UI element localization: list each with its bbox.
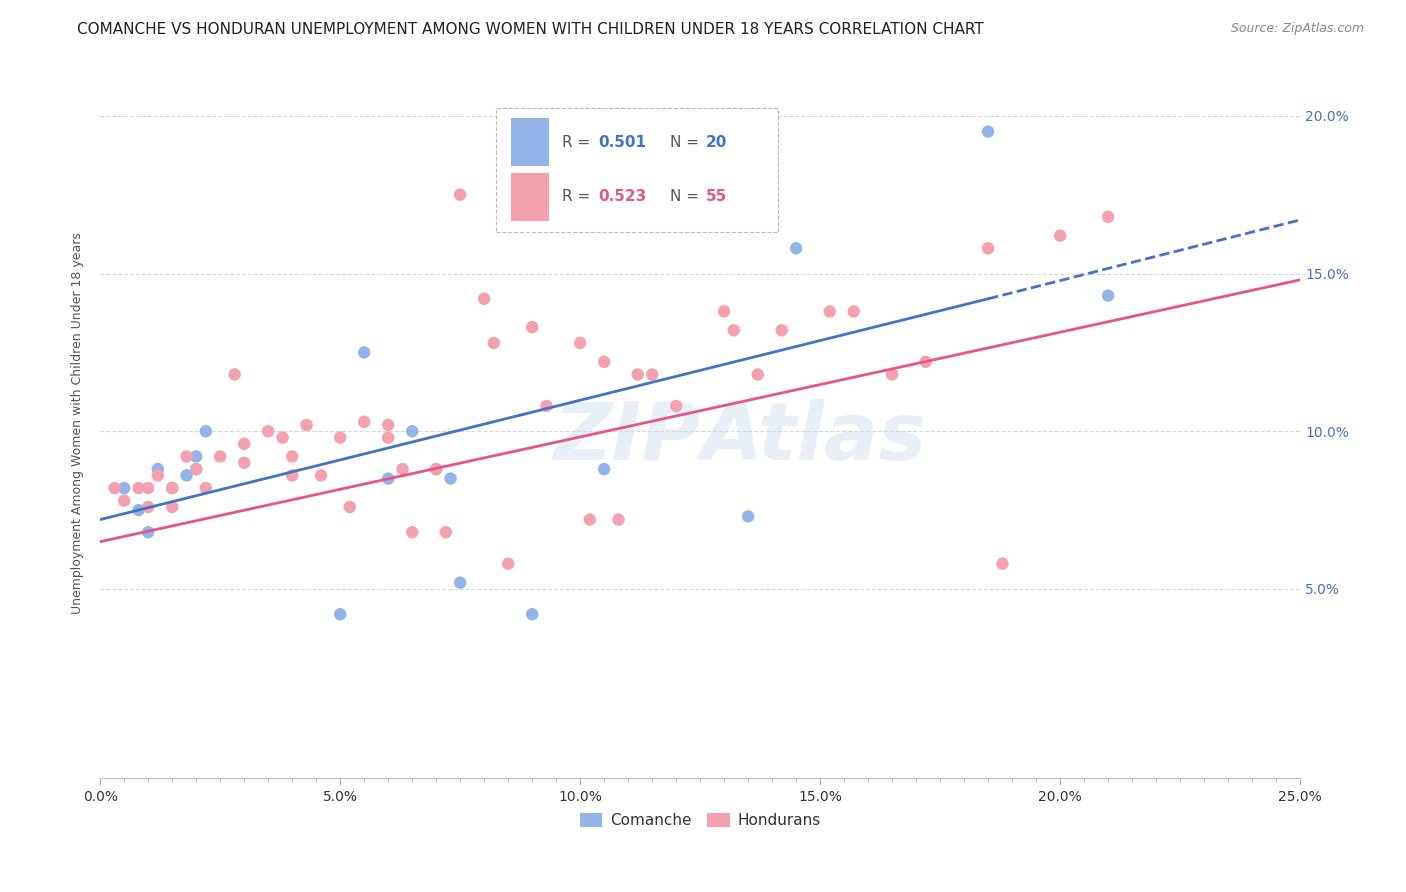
Point — [641, 368, 664, 382]
Point — [128, 503, 150, 517]
Text: 0.523: 0.523 — [598, 189, 647, 204]
Point — [377, 417, 399, 432]
Point — [747, 368, 769, 382]
Text: Source: ZipAtlas.com: Source: ZipAtlas.com — [1230, 22, 1364, 36]
Point — [295, 417, 318, 432]
Point — [136, 481, 159, 495]
Point — [425, 462, 447, 476]
Point — [104, 481, 127, 495]
Point — [160, 481, 183, 495]
Point — [818, 304, 841, 318]
Point — [977, 125, 1000, 139]
Point — [176, 450, 198, 464]
Point — [665, 399, 688, 413]
Text: Atlas: Atlas — [700, 399, 927, 476]
Point — [112, 493, 135, 508]
Point — [439, 472, 461, 486]
FancyBboxPatch shape — [510, 173, 548, 221]
Point — [176, 468, 198, 483]
Point — [496, 557, 519, 571]
Point — [339, 500, 361, 514]
Point — [146, 462, 169, 476]
Point — [977, 241, 1000, 255]
Point — [160, 481, 183, 495]
Legend: Comanche, Hondurans: Comanche, Hondurans — [574, 807, 827, 834]
Text: COMANCHE VS HONDURAN UNEMPLOYMENT AMONG WOMEN WITH CHILDREN UNDER 18 YEARS CORRE: COMANCHE VS HONDURAN UNEMPLOYMENT AMONG … — [77, 22, 984, 37]
FancyBboxPatch shape — [496, 108, 778, 232]
Point — [281, 450, 304, 464]
Point — [842, 304, 865, 318]
Text: R =: R = — [562, 135, 595, 150]
Point — [785, 241, 807, 255]
Point — [136, 500, 159, 514]
Point — [569, 335, 592, 350]
Point — [353, 415, 375, 429]
Point — [434, 525, 457, 540]
Point — [391, 462, 413, 476]
Point — [425, 462, 447, 476]
Point — [627, 368, 650, 382]
Point — [723, 323, 745, 337]
Point — [233, 456, 256, 470]
Point — [914, 355, 936, 369]
Point — [449, 187, 471, 202]
Point — [160, 500, 183, 514]
Point — [1049, 228, 1071, 243]
Point — [520, 607, 543, 622]
Point — [309, 468, 332, 483]
Point — [353, 345, 375, 359]
Point — [281, 468, 304, 483]
Point — [472, 292, 495, 306]
Text: N =: N = — [671, 135, 704, 150]
Point — [593, 462, 616, 476]
Point — [224, 368, 246, 382]
Point — [770, 323, 793, 337]
Point — [209, 450, 232, 464]
Point — [1097, 288, 1119, 302]
Point — [401, 424, 423, 438]
Point — [401, 525, 423, 540]
Point — [329, 431, 352, 445]
Point — [882, 368, 904, 382]
Point — [146, 468, 169, 483]
Point — [377, 472, 399, 486]
Point — [593, 355, 616, 369]
Point — [271, 431, 294, 445]
Text: R =: R = — [562, 189, 595, 204]
Point — [194, 424, 217, 438]
Point — [607, 512, 630, 526]
Point — [233, 437, 256, 451]
FancyBboxPatch shape — [510, 119, 548, 167]
Point — [520, 320, 543, 334]
Text: 20: 20 — [706, 135, 727, 150]
Point — [536, 399, 558, 413]
Point — [482, 335, 505, 350]
Point — [186, 450, 208, 464]
Point — [128, 481, 150, 495]
Point — [1097, 210, 1119, 224]
Point — [112, 481, 135, 495]
Text: 55: 55 — [706, 189, 727, 204]
Point — [578, 512, 600, 526]
Point — [449, 575, 471, 590]
Point — [186, 462, 208, 476]
Point — [136, 525, 159, 540]
Point — [737, 509, 759, 524]
Point — [194, 481, 217, 495]
Point — [329, 607, 352, 622]
Y-axis label: Unemployment Among Women with Children Under 18 years: Unemployment Among Women with Children U… — [72, 233, 84, 615]
Point — [713, 304, 735, 318]
Text: ZIP: ZIP — [553, 399, 700, 476]
Point — [186, 462, 208, 476]
Point — [257, 424, 280, 438]
Point — [991, 557, 1014, 571]
Point — [377, 431, 399, 445]
Text: 0.501: 0.501 — [598, 135, 647, 150]
Text: N =: N = — [671, 189, 704, 204]
